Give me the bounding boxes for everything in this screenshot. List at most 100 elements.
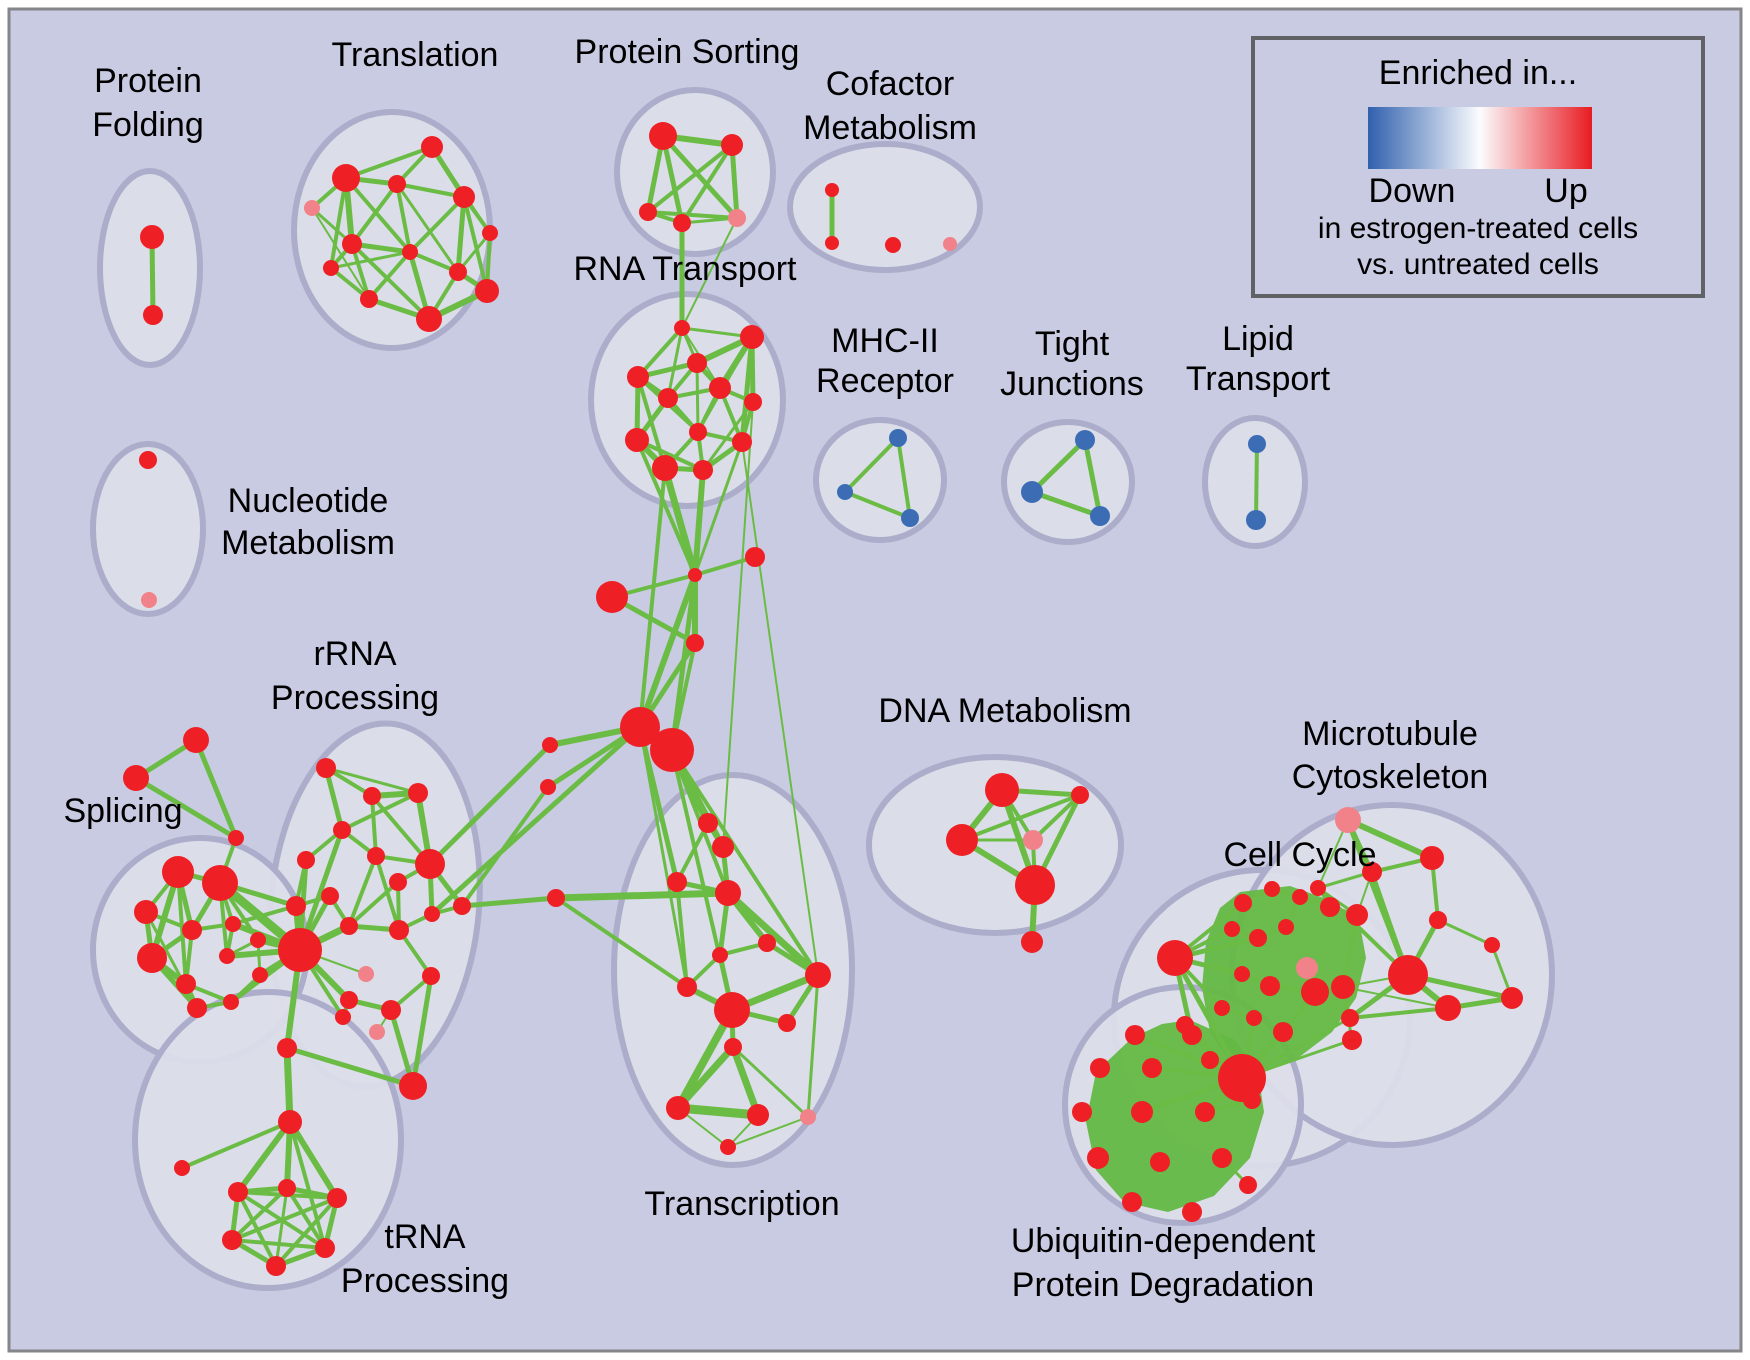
edge-th-tn5 [288,1120,327,1250]
edge-rt7-rt12 [701,400,755,472]
edge-nb3-tx7 [554,896,689,989]
label-cofactor-metabolism: Metabolism [803,109,977,147]
edge-rt2-rt10 [739,334,755,445]
node-sp11 [250,932,266,948]
node-tx1 [698,813,718,833]
edge-ps1-ps4 [660,133,685,226]
node-mtp [1335,807,1361,833]
node-nb1 [542,737,558,753]
node-sp10 [223,994,239,1010]
edge-t1-t2 [344,145,434,180]
edge-tx3-tx7 [675,880,689,989]
node-ps3 [639,203,657,221]
node-rr6 [367,847,385,865]
label-protein-folding: Protein [94,62,202,100]
node-g1 [183,727,209,753]
label-tight-junctions: Tight [1035,325,1110,363]
node-sp6 [137,943,167,973]
edge-t4-t9 [395,182,460,274]
cluster-nucleotide-metabolism-bubble [90,441,206,617]
node-rt11 [652,455,678,481]
edge-tx11-tx13 [729,1043,762,1119]
node-tx13 [747,1104,769,1126]
node-g3 [228,830,244,846]
node-cq3 [745,547,765,567]
node-ps4 [673,214,691,232]
node-hb2 [650,728,694,772]
label-transcription: Transcription [644,1185,839,1223]
edge-th-tn1 [235,1119,293,1195]
node-cc9 [1296,957,1318,979]
node-mt7 [1429,911,1447,929]
node-t9 [449,263,467,281]
node-ub15 [1239,1176,1257,1194]
node-dm2 [1071,786,1089,804]
node-t2 [332,164,360,192]
node-tj3 [1090,506,1110,526]
edge-rt12-cq1 [692,467,706,578]
edge-tx9-tx12 [674,1006,736,1112]
edge-cc13-mt9 [1342,986,1449,1009]
edge-tn2-tn4 [230,1186,289,1242]
node-nm1 [139,451,157,469]
edge-mh1-mh3 [896,436,912,520]
node-nb3 [547,889,565,907]
node-cc18 [1342,1030,1362,1050]
edge-mh1-mh2 [843,436,900,494]
node-sp4 [182,920,202,940]
node-layer [123,122,1523,1276]
node-ub10 [1087,1147,1109,1169]
node-rt7 [744,393,762,411]
node-t7 [342,234,362,254]
label-microtubule-cytoskeleton: Cytoskeleton [1292,758,1489,796]
node-rr12 [278,928,322,972]
edge-t2-t8 [344,176,412,254]
node-cm3 [885,237,901,253]
node-rr11 [358,966,374,982]
edge-t5-t10 [462,195,489,293]
edge-t7-t11 [350,242,431,321]
edge-t4-t8 [395,182,412,254]
node-rr9 [321,887,339,905]
node-rr18 [381,1000,401,1020]
node-cc15 [1246,1010,1262,1026]
node-rr5 [297,851,315,869]
node-t3 [304,200,320,216]
node-tx9 [714,992,750,1028]
node-ub2 [1176,1016,1194,1034]
edge-mt7-mt12 [1436,918,1494,947]
edge-dm2-dm3 [960,793,1082,842]
node-tx8 [805,962,831,988]
node-tx3 [667,872,687,892]
node-tx6 [712,947,728,963]
edge-rt10-cq1 [693,440,744,577]
node-cc2 [1264,881,1280,897]
edge-ps1-ps5 [660,133,740,221]
node-ub11 [1150,1152,1170,1172]
edge-th-tl [180,1120,292,1170]
node-ub9 [1243,1091,1261,1109]
node-mh1 [889,429,907,447]
node-t12 [360,290,378,308]
node-cc17 [1273,1022,1293,1042]
label-lipid-transport: Lipid [1222,320,1294,358]
node-rr23 [277,1038,297,1058]
legend-subtitle-line2: vs. untreated cells [1357,248,1599,281]
node-tn1 [228,1182,248,1202]
label-trna-processing: Processing [341,1262,509,1300]
edge-ps4-ps5 [680,216,739,225]
node-tn4 [222,1230,242,1250]
node-tn6 [266,1256,286,1276]
node-cm2 [825,236,839,250]
node-cc13 [1331,975,1355,999]
edge-nb1-rr7 [427,742,553,867]
node-sp8 [219,948,235,964]
edge-mh2-mh3 [843,490,912,520]
label-layer: Protein Folding Translation Protein Sorting… [63,33,1488,1304]
edge-nb3-tx4 [552,889,732,902]
edge-rt1-rt5 [666,326,684,400]
node-tx7 [677,977,697,997]
edge-tj1-tj3 [1082,437,1103,519]
node-cq4 [686,634,704,652]
